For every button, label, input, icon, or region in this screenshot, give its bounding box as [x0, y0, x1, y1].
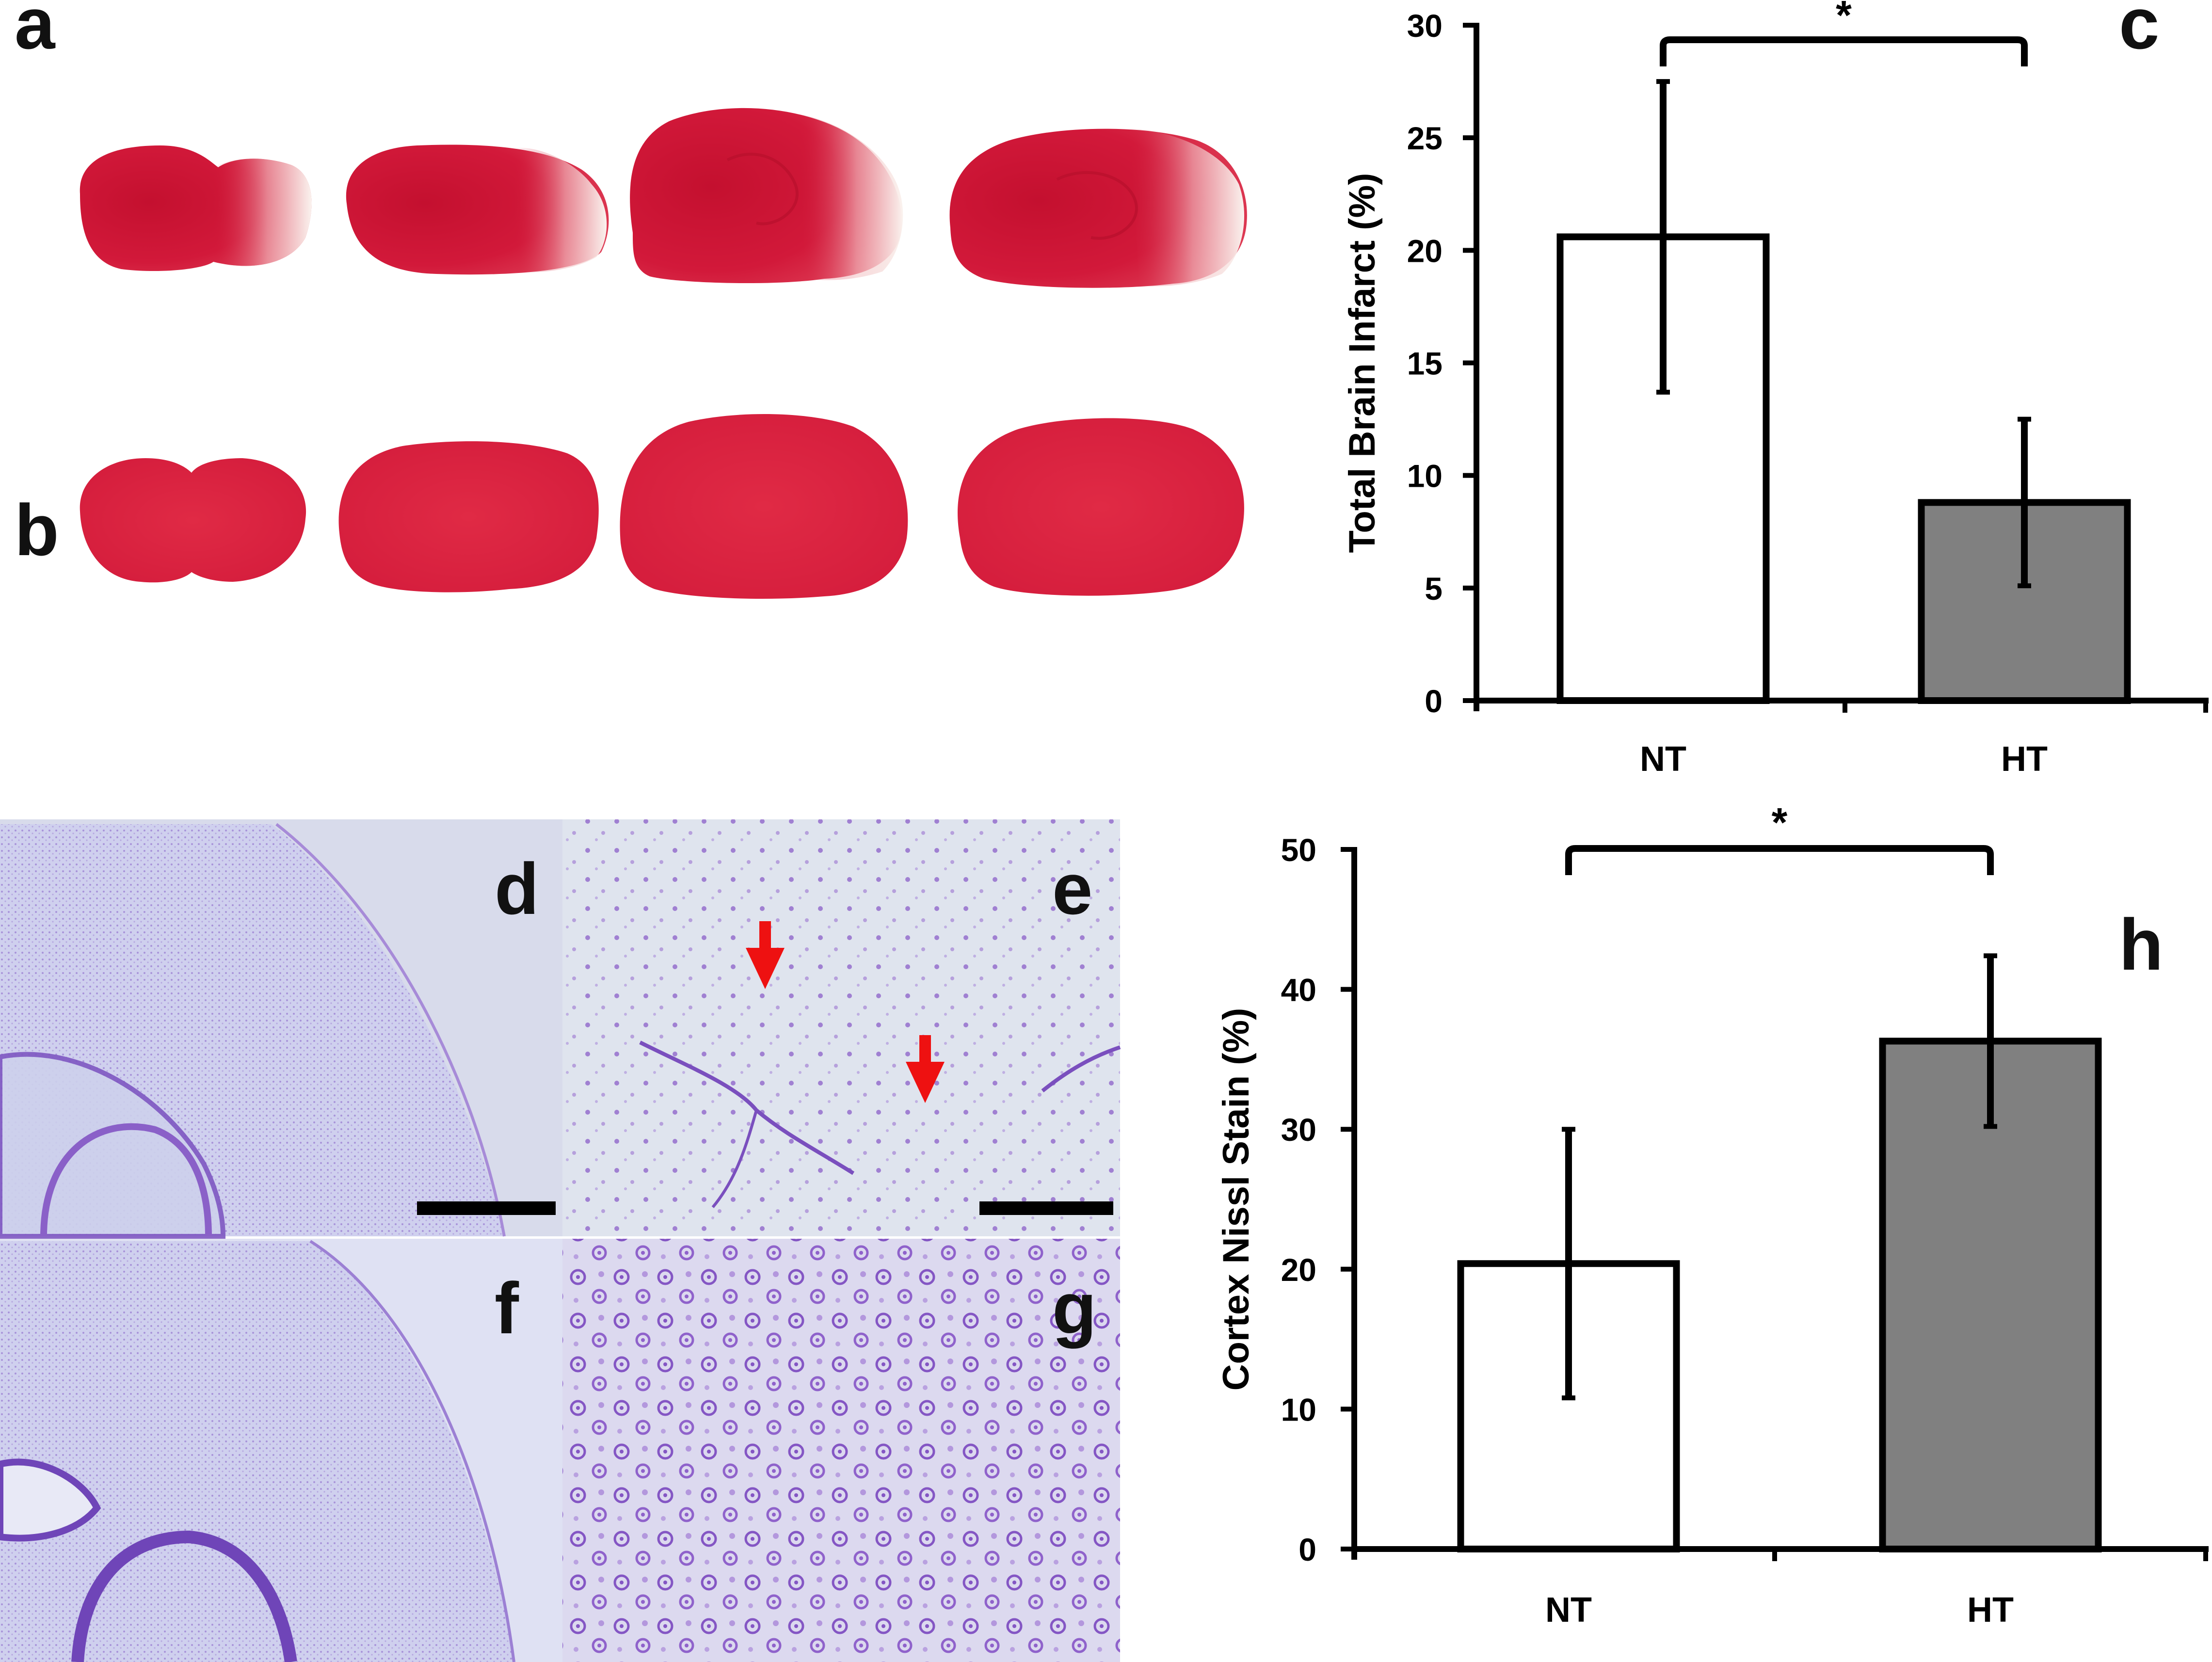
- y-tick-label: 30: [1407, 8, 1443, 44]
- panel-label-d: d: [495, 848, 539, 929]
- scale-bar-d: [417, 1201, 556, 1215]
- panel-label-f: f: [495, 1267, 519, 1349]
- arrow-icon: [906, 1035, 945, 1103]
- panel-label-g: g: [1052, 1267, 1097, 1349]
- y-tick-label: 30: [1281, 1112, 1316, 1148]
- category-label-nt: NT: [1545, 1591, 1592, 1630]
- scale-bar-e: [979, 1201, 1113, 1215]
- y-tick-label: 40: [1281, 972, 1316, 1008]
- brain-slice-b1: [80, 458, 306, 583]
- brain-slice-b2: [338, 441, 599, 592]
- y-tick-label: 0: [1425, 683, 1443, 719]
- panel-label-a: a: [15, 0, 56, 64]
- significance-marker: *: [1772, 799, 1788, 845]
- significance-bracket: [1565, 845, 1994, 875]
- arrow-icon: [746, 921, 785, 989]
- y-tick-label: 10: [1281, 1391, 1316, 1427]
- nissl-panel-e: e: [562, 819, 1121, 1236]
- nissl-panel-g: g: [562, 1239, 1120, 1662]
- nissl-panel-f: f: [0, 1239, 562, 1662]
- significance-marker: *: [1836, 0, 1852, 38]
- panel-label-c: c: [2119, 0, 2159, 64]
- nissl-panel-d: d: [0, 819, 562, 1239]
- y-axis-title: Total Brain Infarct (%): [1342, 173, 1383, 553]
- brain-slice-b4: [958, 418, 1244, 596]
- y-tick-label: 20: [1281, 1252, 1316, 1288]
- y-tick-label: 5: [1425, 571, 1443, 607]
- y-tick-label: 10: [1407, 458, 1443, 494]
- brain-slice-a2: [346, 144, 609, 275]
- significance-bracket: [1660, 36, 2028, 66]
- y-tick-label: 50: [1281, 832, 1316, 868]
- brain-slice-a4: [949, 128, 1247, 288]
- y-tick-label: 20: [1407, 233, 1443, 269]
- category-label-ht: HT: [1967, 1591, 2014, 1630]
- ttc-slices-row-a: [80, 108, 1247, 288]
- y-tick-label: 25: [1407, 120, 1443, 156]
- category-label-ht: HT: [2001, 740, 2048, 779]
- chart-c: 0 5 10 15 20 25 30 NT HT * Total Brain Infarct (%): [1342, 0, 2209, 779]
- panel-label-e: e: [1052, 848, 1092, 929]
- brain-slice-a1: [80, 145, 312, 272]
- brain-slice-a3: [630, 108, 903, 284]
- chart-h: 0 10 20 30 40 50 NT HT * Cortex Nissl Stain (%): [1216, 799, 2209, 1630]
- panel-label-h: h: [2119, 904, 2164, 985]
- ttc-slices-row-b: [80, 414, 1244, 599]
- category-label-nt: NT: [1640, 740, 1686, 779]
- y-axis-title: Cortex Nissl Stain (%): [1216, 1008, 1257, 1391]
- y-tick-label: 15: [1407, 346, 1443, 382]
- y-tick-label: 0: [1298, 1532, 1316, 1567]
- brain-slice-b3: [620, 414, 908, 599]
- panel-label-b: b: [15, 489, 59, 571]
